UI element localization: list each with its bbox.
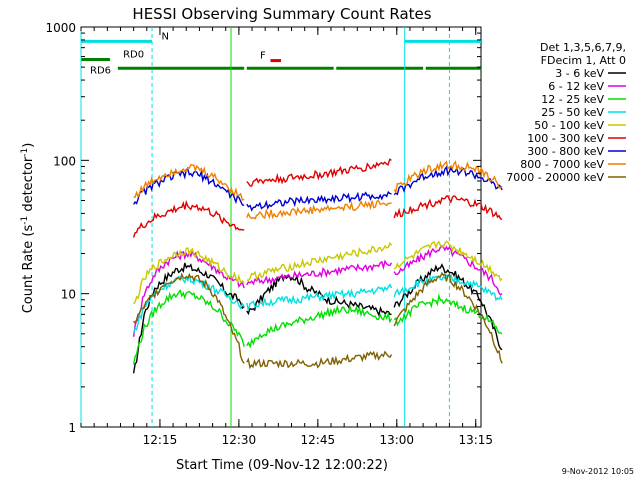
legend-entry-label-6: 300 - 800 keV: [527, 145, 604, 158]
y-axis-label-main: Count Rate (s: [21, 225, 36, 314]
y-tick-label-2: 100: [53, 154, 76, 168]
flag-label-rd0: RD0: [123, 50, 144, 61]
series-2-segment-1: [246, 303, 393, 349]
series-4-segment-0: [133, 247, 245, 305]
series-6-segment-2: [393, 165, 503, 196]
x-tick-label-4: 13:15: [458, 433, 493, 447]
series-8-segment-0: [133, 272, 245, 364]
legend-entry-label-1: 6 - 12 keV: [548, 80, 604, 93]
y-axis-label-mid: detector: [21, 156, 36, 216]
y-axis-label-sup1: -1: [20, 216, 30, 225]
series-3-segment-2: [393, 273, 503, 302]
legend-entry-label-2: 12 - 25 keV: [541, 93, 604, 106]
axis-ticks: 12:15 12:30 12:45 13:00 13:15 1 10 100 1000: [45, 21, 493, 447]
x-tick-label-2: 12:45: [301, 433, 336, 447]
legend-entry-label-8: 7000 - 20000 keV: [506, 171, 604, 184]
series-4-segment-1: [246, 241, 393, 282]
series-7-segment-1: [246, 199, 392, 220]
plot-frame: [80, 26, 482, 428]
legend-header-line-2: FDecim 1, Att 0: [541, 54, 626, 67]
y-axis-label: Count Rate (s-1 detector-1): [20, 143, 36, 314]
x-tick-label-0: 12:15: [143, 433, 178, 447]
flag-label-rd6: RD6: [90, 65, 111, 76]
series-5-segment-2: [393, 195, 503, 221]
series-2-segment-0: [132, 288, 245, 365]
plot-border: [80, 26, 482, 428]
chart-title: HESSI Observing Summary Count Rates: [132, 5, 431, 23]
series-7-segment-2: [393, 160, 503, 194]
y-tick-label-0: 1: [68, 421, 76, 435]
series-3-segment-1: [246, 283, 393, 311]
series-6-segment-1: [246, 190, 392, 212]
generation-timestamp: 9-Nov-2012 10:05: [562, 467, 634, 476]
flag-boundary-lines: [80, 27, 450, 427]
series-0-segment-2: [393, 263, 503, 351]
series-5-segment-0: [132, 199, 245, 238]
y-axis-label-sup2: -1: [20, 148, 30, 157]
legend-entry-label-5: 100 - 300 keV: [527, 132, 604, 145]
series-6-segment-0: [133, 168, 245, 206]
series-1-segment-1: [246, 259, 393, 286]
series-4-segment-2: [393, 240, 503, 282]
series-lines: [132, 158, 503, 374]
series-7-segment-0: [133, 163, 245, 201]
legend-entry-label-7: 800 - 7000 keV: [520, 158, 604, 171]
y-tick-label-3: 1000: [45, 21, 76, 35]
series-5-segment-1: [246, 158, 392, 187]
flag-label-f: F: [260, 51, 266, 62]
legend-entry-label-4: 50 - 100 keV: [534, 119, 604, 132]
series-8-segment-2: [393, 271, 503, 364]
legend-entry-label-0: 3 - 6 keV: [555, 67, 604, 80]
legend: Det 1,3,5,6,7,9, FDecim 1, Att 0 3 - 6 k…: [506, 41, 626, 184]
series-1-segment-2: [393, 244, 503, 296]
x-tick-label-3: 13:00: [379, 433, 414, 447]
x-axis-label: Start Time (09-Nov-12 12:00:22): [176, 458, 388, 473]
x-tick-label-1: 12:30: [222, 433, 257, 447]
flag-bars: N F RD0 RD6: [81, 31, 481, 76]
legend-entry-label-3: 25 - 50 keV: [541, 106, 604, 119]
flag-label-n: N: [162, 31, 169, 42]
series-8-segment-1: [246, 350, 393, 370]
y-tick-label-1: 10: [61, 288, 76, 302]
legend-header-line-1: Det 1,3,5,6,7,9,: [540, 41, 626, 54]
y-axis-label-end: ): [21, 143, 36, 148]
